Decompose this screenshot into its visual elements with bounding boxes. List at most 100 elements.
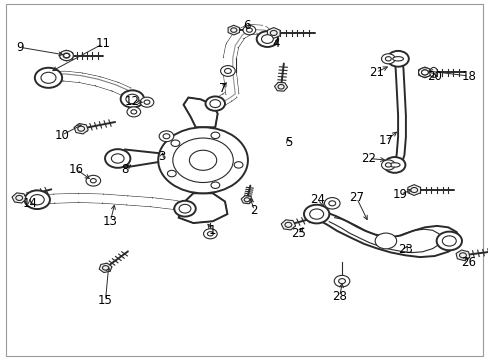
Circle shape (328, 201, 335, 206)
Text: 1: 1 (209, 224, 216, 237)
Circle shape (140, 97, 154, 107)
Circle shape (234, 162, 243, 168)
Polygon shape (223, 58, 236, 72)
Text: 23: 23 (397, 243, 412, 256)
Polygon shape (48, 71, 65, 82)
Circle shape (163, 134, 169, 139)
Circle shape (111, 154, 124, 163)
Circle shape (158, 127, 247, 193)
Circle shape (385, 163, 390, 167)
Circle shape (102, 266, 108, 270)
Text: 20: 20 (427, 69, 441, 82)
Polygon shape (274, 82, 287, 91)
Circle shape (174, 201, 195, 217)
Ellipse shape (388, 163, 399, 167)
Text: 17: 17 (378, 134, 393, 147)
Circle shape (381, 160, 394, 170)
Polygon shape (267, 28, 280, 39)
Polygon shape (183, 98, 217, 127)
Polygon shape (394, 62, 405, 161)
Polygon shape (407, 185, 420, 195)
Circle shape (207, 231, 213, 236)
Circle shape (436, 231, 461, 250)
Circle shape (30, 195, 44, 205)
Text: 6: 6 (243, 19, 250, 32)
Circle shape (159, 131, 173, 141)
Circle shape (418, 68, 430, 77)
Circle shape (86, 175, 101, 186)
Text: 18: 18 (460, 69, 475, 82)
Circle shape (410, 188, 417, 193)
Circle shape (243, 26, 255, 35)
Text: 22: 22 (361, 152, 376, 165)
Circle shape (385, 57, 390, 61)
Text: 7: 7 (218, 82, 226, 95)
Circle shape (442, 236, 455, 246)
Polygon shape (226, 33, 245, 48)
Circle shape (246, 28, 252, 32)
Circle shape (285, 222, 291, 227)
Text: 2: 2 (250, 204, 258, 217)
Circle shape (144, 100, 150, 104)
Polygon shape (151, 198, 177, 210)
Polygon shape (54, 194, 79, 203)
Polygon shape (281, 220, 295, 230)
Text: 11: 11 (95, 37, 110, 50)
Circle shape (309, 209, 323, 219)
Polygon shape (178, 193, 227, 223)
Circle shape (63, 53, 70, 58)
Circle shape (278, 85, 284, 89)
Text: 15: 15 (98, 294, 113, 307)
Circle shape (421, 70, 427, 75)
Text: 14: 14 (22, 197, 38, 210)
Polygon shape (60, 50, 73, 61)
Polygon shape (126, 196, 152, 207)
Polygon shape (96, 77, 118, 91)
Polygon shape (37, 194, 55, 204)
Circle shape (105, 149, 130, 168)
Ellipse shape (429, 67, 437, 77)
Text: 8: 8 (121, 163, 128, 176)
Circle shape (324, 198, 339, 209)
Polygon shape (63, 71, 82, 82)
Polygon shape (122, 90, 138, 102)
Text: 16: 16 (69, 163, 83, 176)
Circle shape (78, 126, 84, 131)
Text: 27: 27 (348, 192, 364, 204)
Circle shape (167, 170, 176, 177)
Circle shape (383, 157, 405, 173)
Ellipse shape (392, 57, 403, 61)
Circle shape (220, 66, 235, 76)
Circle shape (421, 70, 427, 75)
Text: 9: 9 (17, 41, 24, 54)
Circle shape (127, 107, 141, 117)
Text: 26: 26 (460, 256, 475, 269)
Circle shape (16, 195, 22, 201)
Circle shape (172, 138, 233, 183)
Text: 10: 10 (54, 129, 69, 142)
Text: 13: 13 (103, 215, 118, 228)
Polygon shape (241, 196, 252, 204)
Polygon shape (248, 25, 262, 35)
Polygon shape (235, 26, 253, 39)
Polygon shape (310, 211, 459, 257)
Polygon shape (74, 123, 88, 134)
Circle shape (205, 96, 224, 111)
Circle shape (211, 132, 219, 139)
Circle shape (304, 205, 329, 224)
Circle shape (333, 275, 349, 287)
Circle shape (374, 233, 396, 249)
Text: 12: 12 (124, 95, 140, 108)
Circle shape (381, 54, 394, 64)
Text: 28: 28 (331, 290, 346, 303)
Circle shape (24, 190, 50, 209)
Polygon shape (418, 67, 430, 78)
Circle shape (41, 72, 56, 83)
Text: 25: 25 (290, 227, 305, 240)
Polygon shape (173, 201, 188, 212)
Circle shape (211, 182, 219, 188)
Circle shape (230, 28, 236, 32)
Circle shape (256, 31, 278, 47)
Text: 24: 24 (309, 193, 325, 206)
Circle shape (270, 31, 277, 36)
